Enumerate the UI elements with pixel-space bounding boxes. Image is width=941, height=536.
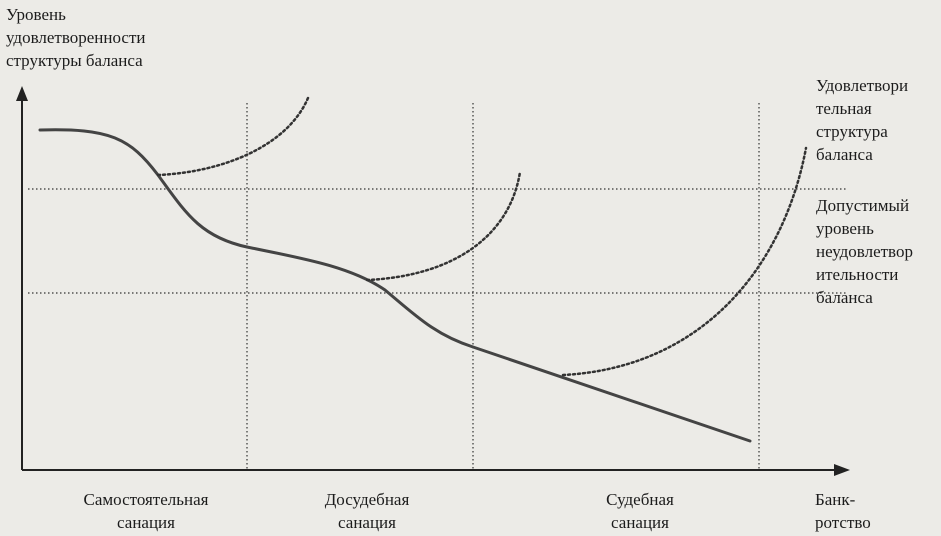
x-axis-arrow: [834, 464, 850, 476]
stage-3-line-1: Судебная: [606, 490, 674, 509]
acceptable-label-line-3: неудовлетвор: [816, 242, 913, 261]
stage-label-judicial-sanation: Судебная санация: [560, 488, 720, 534]
stage-3-line-2: санация: [611, 513, 669, 532]
y-axis-arrow: [16, 86, 28, 101]
satisfactory-level-label: Удовлетвори тельная структура баланса: [816, 74, 908, 166]
y-axis-title-line-1: Уровень: [6, 5, 66, 24]
y-axis-title-line-3: структуры баланса: [6, 51, 143, 70]
stage-1-line-1: Самостоятельная: [83, 490, 209, 509]
acceptable-level-label: Допустимый уровень неудовлетвор ительнос…: [816, 194, 913, 309]
stage-2-line-2: санация: [338, 513, 396, 532]
stage-label-bankruptcy: Банк- ротство: [815, 488, 871, 534]
stage-4-line-2: ротство: [815, 513, 871, 532]
stage-4-line-1: Банк-: [815, 490, 856, 509]
y-axis-title-line-2: удовлетворенности: [6, 28, 146, 47]
acceptable-label-line-4: ительности: [816, 265, 899, 284]
satisfactory-label-line-2: тельная: [816, 99, 872, 118]
stage-label-self-sanation: Самостоятельная санация: [46, 488, 246, 534]
stage-1-line-2: санация: [117, 513, 175, 532]
satisfactory-label-line-3: структура: [816, 122, 888, 141]
acceptable-label-line-2: уровень: [816, 219, 874, 238]
satisfactory-label-line-1: Удовлетвори: [816, 76, 909, 95]
satisfactory-label-line-4: баланса: [816, 145, 873, 164]
acceptable-label-line-1: Допустимый: [816, 196, 910, 215]
acceptable-label-line-5: баланса: [816, 288, 873, 307]
balance-decline-curve: [38, 128, 752, 443]
recovery-curve-2: [365, 170, 522, 282]
recovery-curve-1: [156, 96, 310, 177]
stage-label-pretrial-sanation: Досудебная санация: [277, 488, 457, 534]
stage-2-line-1: Досудебная: [324, 490, 410, 509]
recovery-curve-3: [561, 146, 808, 377]
y-axis-title: Уровень удовлетворенности структуры бала…: [6, 3, 146, 72]
